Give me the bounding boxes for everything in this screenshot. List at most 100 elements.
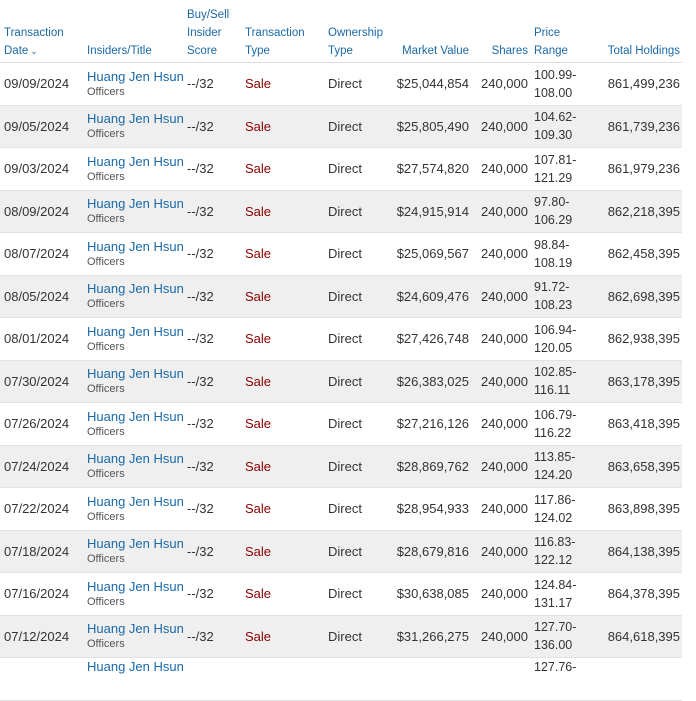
transaction-type: Sale [241, 62, 324, 106]
price-low: 127.70- [534, 620, 577, 635]
shares: 240,000 [471, 530, 530, 573]
insider-name-link[interactable]: Huang Jen Hsun [87, 408, 183, 424]
table-row: 07/22/2024 Huang Jen Hsun Officers --/32… [0, 487, 682, 531]
price-low: 107.81- [534, 152, 577, 167]
insider-score: --/32 [183, 317, 241, 361]
insider-title: Officers [87, 468, 125, 481]
col-ownership-type[interactable]: Ownership Type [324, 0, 391, 63]
insider-name-link[interactable]: Huang Jen Hsun [87, 621, 183, 637]
shares: 240,000 [471, 275, 530, 318]
price-low: 106.79- [534, 407, 577, 422]
insider-name-link[interactable]: Huang Jen Hsun [87, 238, 183, 254]
transaction-type: Sale [241, 275, 324, 318]
col-insiders-title[interactable]: Insiders/Title [83, 0, 183, 63]
shares: 240,000 [471, 572, 530, 616]
insider-name-link[interactable]: Huang Jen Hsun [87, 578, 183, 594]
market-value: $27,426,748 [391, 317, 471, 361]
market-value: $25,044,854 [391, 62, 471, 106]
total-holdings: 862,938,395 [596, 317, 682, 361]
transaction-type: Sale [241, 572, 324, 616]
col-transaction-date[interactable]: Transaction Date ⌄ [0, 0, 83, 63]
transaction-date: 07/30/2024 [0, 360, 83, 403]
insider-name-link[interactable]: Huang Jen Hsun [87, 493, 183, 509]
col-insider-score[interactable]: Buy/Sell Insider Score [183, 0, 241, 63]
ownership-type: Direct [324, 445, 391, 488]
transaction-date: 08/01/2024 [0, 317, 83, 361]
price-low: 113.85- [534, 450, 576, 465]
insider-name-link[interactable]: Huang Jen Hsun [87, 536, 183, 552]
insider-name-link[interactable]: Huang Jen Hsun [87, 281, 183, 297]
price-range: 98.84- 108.19 [530, 232, 596, 276]
insider-cell: Huang Jen Hsun Officers [83, 190, 183, 233]
insider-score: --/32 [183, 530, 241, 573]
insider-cell: Huang Jen Hsun Officers [83, 445, 183, 488]
col-total-holdings[interactable]: Total Holdings [596, 0, 682, 63]
total-holdings: 861,979,236 [596, 147, 682, 191]
insider-cell: Huang Jen Hsun [83, 657, 183, 701]
price-low: 102.85- [534, 365, 577, 380]
transaction-type: Sale [241, 147, 324, 191]
table-row: 07/16/2024 Huang Jen Hsun Officers --/32… [0, 572, 682, 616]
total-holdings: 864,138,395 [596, 530, 682, 573]
ownership-type: Direct [324, 275, 391, 318]
insider-cell: Huang Jen Hsun Officers [83, 530, 183, 573]
price-range: 113.85- 124.20 [530, 445, 596, 488]
transaction-type [241, 657, 324, 701]
transaction-date: 07/16/2024 [0, 572, 83, 616]
ownership-type: Direct [324, 232, 391, 276]
insider-score: --/32 [183, 487, 241, 531]
table-row: 08/05/2024 Huang Jen Hsun Officers --/32… [0, 275, 682, 318]
market-value: $27,216,126 [391, 402, 471, 446]
total-holdings: 864,378,395 [596, 572, 682, 616]
transaction-date [0, 657, 83, 701]
transaction-type: Sale [241, 530, 324, 573]
total-holdings: 863,658,395 [596, 445, 682, 488]
insider-name-link[interactable]: Huang Jen Hsun [87, 451, 183, 467]
insider-cell: Huang Jen Hsun Officers [83, 360, 183, 403]
price-low: 98.84- [534, 237, 570, 252]
price-high: 131.17 [534, 595, 573, 610]
insider-title: Officers [87, 213, 125, 226]
col-transaction-type[interactable]: Transaction Type [241, 0, 324, 63]
transaction-date: 08/07/2024 [0, 232, 83, 276]
ownership-type: Direct [324, 402, 391, 446]
price-range: 107.81- 121.29 [530, 147, 596, 191]
market-value: $30,638,085 [391, 572, 471, 616]
table-row: 07/30/2024 Huang Jen Hsun Officers --/32… [0, 360, 682, 403]
insider-name-link[interactable]: Huang Jen Hsun [87, 111, 183, 127]
price-low: 97.80- [534, 195, 570, 210]
shares: 240,000 [471, 62, 530, 106]
insider-title: Officers [87, 553, 125, 566]
price-low: 106.94- [534, 322, 577, 337]
insider-score [183, 657, 241, 701]
insider-title: Officers [87, 170, 125, 183]
price-range: 106.79- 116.22 [530, 402, 596, 446]
insider-title: Officers [87, 298, 125, 311]
col-shares[interactable]: Shares [471, 0, 530, 63]
insider-score: --/32 [183, 62, 241, 106]
total-holdings: 862,698,395 [596, 275, 682, 318]
transaction-type: Sale [241, 360, 324, 403]
shares: 240,000 [471, 445, 530, 488]
market-value: $25,069,567 [391, 232, 471, 276]
col-price-range[interactable]: Price Range [530, 0, 596, 63]
insider-name-link[interactable]: Huang Jen Hsun [87, 196, 183, 212]
transaction-date: 09/09/2024 [0, 62, 83, 106]
insider-cell: Huang Jen Hsun Officers [83, 275, 183, 318]
insider-name-link[interactable]: Huang Jen Hsun [87, 68, 183, 84]
price-low: 127.76- [534, 660, 577, 674]
shares: 240,000 [471, 615, 530, 658]
insider-name-link[interactable]: Huang Jen Hsun [87, 659, 183, 674]
table-row: 08/01/2024 Huang Jen Hsun Officers --/32… [0, 317, 682, 361]
insider-name-link[interactable]: Huang Jen Hsun [87, 366, 183, 382]
shares: 240,000 [471, 190, 530, 233]
chevron-down-icon[interactable]: ⌄ [30, 46, 38, 56]
transaction-type: Sale [241, 402, 324, 446]
insider-score: --/32 [183, 105, 241, 148]
ownership-type: Direct [324, 572, 391, 616]
col-market-value[interactable]: Market Value [391, 0, 471, 63]
insider-name-link[interactable]: Huang Jen Hsun [87, 153, 183, 169]
price-low: 104.62- [534, 110, 577, 125]
transaction-date: 07/22/2024 [0, 487, 83, 531]
insider-name-link[interactable]: Huang Jen Hsun [87, 323, 183, 339]
